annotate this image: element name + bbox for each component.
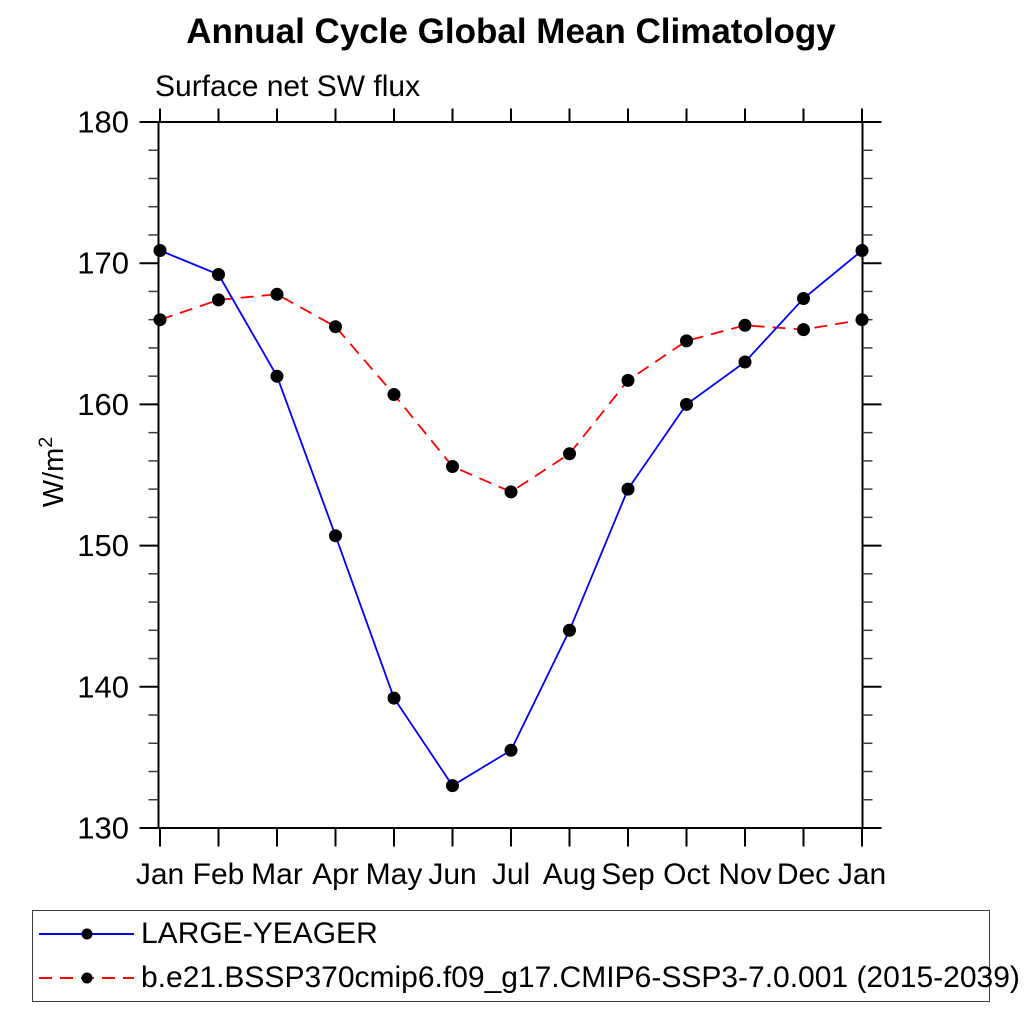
- y-axis-tick-label: 180: [77, 105, 129, 140]
- data-point-marker-model-run: [621, 373, 635, 387]
- data-point-marker-model-run: [153, 313, 167, 327]
- data-point-marker-model-run: [855, 313, 869, 327]
- data-point-marker-model-run: [387, 388, 401, 401]
- data-point-marker-large-yeager: [504, 743, 518, 757]
- data-point-marker-large-yeager: [387, 691, 401, 705]
- data-point-marker-model-run: [563, 447, 576, 461]
- data-point-marker-model-run: [738, 318, 752, 332]
- data-point-marker-large-yeager: [680, 397, 693, 411]
- x-axis-tick-label: Nov: [718, 858, 771, 891]
- series-line-large-yeager: [159, 249, 863, 787]
- data-point-marker-large-yeager: [270, 369, 284, 383]
- legend-label-model-run: b.e21.BSSP370cmip6.f09_g17.CMIP6-SSP3-7.…: [141, 961, 1020, 994]
- y-axis-tick-label: 130: [77, 811, 129, 846]
- data-point-marker-large-yeager: [446, 779, 459, 793]
- legend-marker-dot: [81, 928, 93, 940]
- legend-box: LARGE-YEAGER b.e21.BSSP370cmip6.f09_g17.…: [32, 910, 1020, 1002]
- legend-row-model-run: b.e21.BSSP370cmip6.f09_g17.CMIP6-SSP3-7.…: [38, 960, 1020, 996]
- legend-swatch-dashed-red-line: [39, 972, 134, 984]
- legend-marker-dot: [81, 972, 93, 984]
- data-point-marker-large-yeager: [621, 482, 635, 496]
- legend-swatch-solid-blue-line: [39, 928, 134, 940]
- x-axis-tick-label: Jul: [492, 858, 530, 891]
- legend-row-large-yeager: LARGE-YEAGER: [38, 916, 378, 952]
- x-axis-tick-label: Sep: [601, 858, 654, 891]
- data-point-marker-model-run: [329, 320, 342, 334]
- y-axis-tick-label: 160: [77, 387, 129, 422]
- data-point-marker-model-run: [270, 287, 284, 301]
- chart-title: Annual Cycle Global Mean Climatology: [186, 12, 836, 51]
- x-axis-tick-label: Apr: [312, 858, 359, 891]
- x-axis-tick-label: Oct: [663, 858, 710, 891]
- x-axis-tick-label: Jan: [838, 858, 886, 891]
- legend-label-large-yeager: LARGE-YEAGER: [141, 917, 378, 950]
- chart-subtitle: Surface net SW flux: [155, 70, 421, 103]
- x-axis-tick-label: Dec: [777, 858, 830, 891]
- data-point-marker-model-run: [212, 293, 225, 307]
- data-point-marker-model-run: [797, 323, 810, 337]
- x-axis-tick-label: Feb: [193, 858, 245, 891]
- x-axis-tick-label: Aug: [543, 858, 596, 891]
- y-axis-tick-label: 170: [77, 246, 129, 281]
- data-point-marker-large-yeager: [212, 268, 225, 281]
- data-point-marker-large-yeager: [329, 529, 342, 543]
- data-point-marker-large-yeager: [855, 244, 869, 257]
- y-axis-tick-label: 140: [77, 669, 129, 704]
- data-point-marker-model-run: [680, 334, 693, 348]
- data-point-marker-large-yeager: [153, 244, 167, 257]
- data-point-marker-model-run: [446, 460, 459, 473]
- x-axis-tick-label: Jan: [136, 858, 184, 891]
- data-point-marker-large-yeager: [738, 355, 752, 369]
- x-axis-tick-label: May: [366, 858, 423, 891]
- x-axis-tick-label: Mar: [251, 858, 303, 891]
- x-axis-tick-label: Jun: [428, 858, 476, 891]
- data-point-marker-large-yeager: [797, 292, 810, 305]
- data-point-marker-model-run: [504, 485, 518, 499]
- data-point-marker-large-yeager: [563, 623, 576, 637]
- plot-frame: [157, 121, 864, 829]
- y-axis-tick-label: 150: [77, 528, 129, 563]
- series-line-model-run: [159, 293, 863, 493]
